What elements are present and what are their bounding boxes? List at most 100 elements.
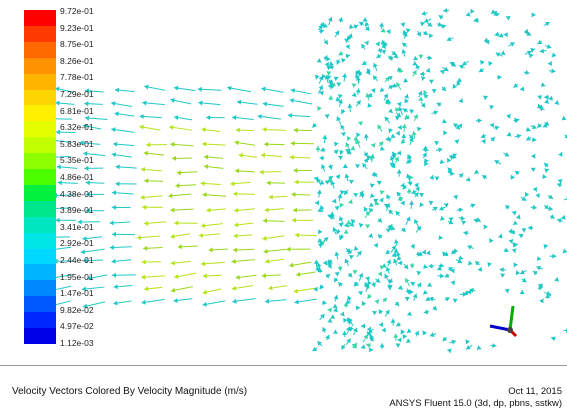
legend-swatch [24,42,56,58]
vector-head [480,60,484,65]
vector-head [334,252,339,256]
vector-head [170,234,174,239]
vector-head [395,344,400,348]
vector-head [435,141,440,145]
vector-head [410,109,415,113]
vector-head [336,82,341,87]
vector-head [406,338,411,342]
vector-head [423,331,427,336]
vector-head [336,175,340,180]
legend-swatch [24,280,56,296]
vector-head [563,249,567,254]
vector-head [377,218,382,223]
vector-head [317,106,321,111]
vector-head [235,168,239,173]
vector-head [346,339,350,344]
legend-tick-label: 4.86e-01 [60,172,94,182]
vector-head [474,169,479,173]
legend-swatch [24,264,56,280]
vector-head [377,181,382,185]
vector-head [356,100,360,105]
vector-head [394,239,399,243]
vector-head [353,270,358,274]
vector-head [168,193,172,198]
vector-head [371,143,376,148]
vector-head [341,58,345,63]
vector-head [427,282,432,286]
vector-head [137,235,141,240]
vector-head [170,208,174,213]
vector-head [112,232,116,237]
vector-head [448,217,453,221]
vector-head [388,108,393,113]
vector-head [521,196,526,200]
vector-head [178,244,182,249]
vector-head [290,155,294,160]
vector-head [535,193,539,198]
vector-head [512,248,517,253]
vector-head [540,49,544,54]
vector-head [203,290,207,295]
vector-head [353,136,358,140]
vector-head [352,92,357,97]
vector-head [320,285,324,290]
vector-head [348,273,353,278]
vector-head [548,206,553,211]
vector-head [397,338,401,343]
vector-head [143,246,147,251]
vector-head [201,181,205,186]
axis-triad-icon [480,298,530,343]
legend-swatch [24,105,56,121]
vector-head [373,311,378,315]
vector-head [142,260,146,265]
vector-head [466,340,470,345]
vector-head [380,343,385,347]
vector-head [295,233,299,238]
legend-tick-label: 6.32e-01 [60,122,94,132]
legend-swatch [24,153,56,169]
vector-head [520,290,525,294]
vector-head [140,195,144,200]
vector-head [421,11,426,16]
vector-head [429,263,433,268]
vector-head [517,134,521,139]
vector-head [379,198,383,203]
vector-head [483,96,488,100]
vector-head [404,94,409,99]
vector-head [442,119,447,124]
vector-head [533,271,538,275]
vector-head [198,87,202,92]
vector-head [396,211,400,216]
vector-head [516,215,521,220]
vector-head [290,98,294,103]
vector-head [144,221,148,226]
vector-head [401,227,405,232]
vector-head [291,141,295,146]
vector-head [140,114,144,119]
vector-head [562,116,567,120]
vector-head [405,297,410,301]
vector-head [174,221,178,226]
vector-head [561,215,566,220]
vector-head [381,40,386,45]
vector-head [423,290,428,294]
vector-head [498,75,502,80]
vector-head [199,233,203,238]
vector-head [291,88,295,93]
vector-head [369,347,373,352]
vector-head [440,216,445,221]
vector-head [142,205,146,210]
vector-head [552,254,556,259]
vector-head [294,128,298,133]
vector-head [314,260,319,264]
vector-head [443,337,448,342]
vector-head [334,77,339,82]
triad-y-axis [510,306,513,330]
vector-head [382,327,386,332]
vector-head [391,319,396,323]
vector-head [547,61,551,66]
vector-head [322,135,327,139]
vector-head [349,180,354,184]
vector-head [482,175,487,179]
